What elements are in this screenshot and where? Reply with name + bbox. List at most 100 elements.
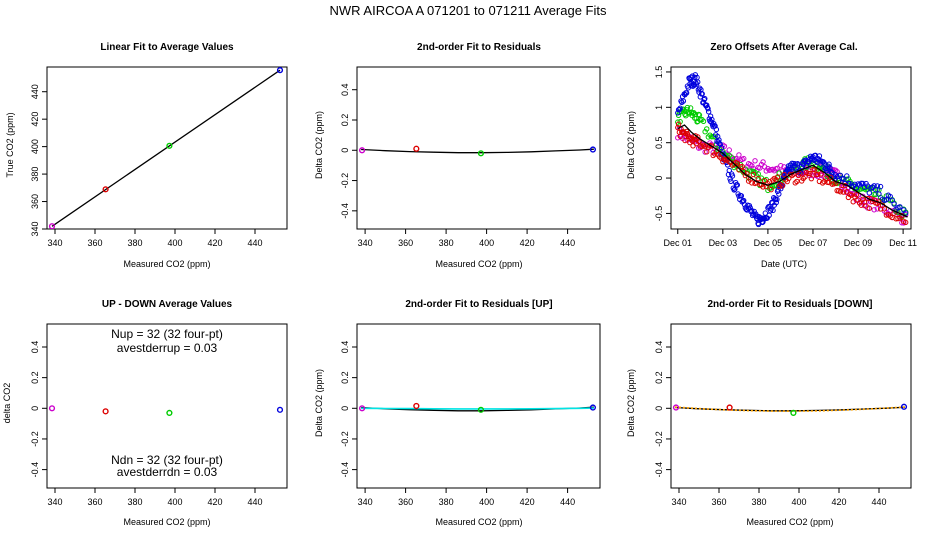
- p5-point-red: [413, 402, 420, 410]
- p3-point-blue: [705, 106, 711, 112]
- p5-ytick-label: -0.2: [340, 431, 350, 447]
- p3-point-green: [707, 132, 713, 138]
- p3-point-blue: [827, 164, 833, 171]
- p3-point-red: [808, 175, 815, 182]
- p1-xtick-label: 340: [47, 238, 62, 248]
- p3-xtick-label: Dec 09: [844, 238, 873, 248]
- p3-point-red: [807, 170, 813, 177]
- p5-xtick-label: 400: [479, 497, 494, 507]
- p4-plot: 340 360 380 400 420 440 -0.4 -0.2 0 0.2 0.4: [30, 323, 288, 507]
- p6-data-area: [672, 403, 908, 416]
- p3-point-blue: [806, 159, 812, 165]
- p3-point-blue: [773, 199, 779, 206]
- p3-point-blue: [774, 196, 780, 203]
- p3-point-purple: [874, 206, 881, 212]
- p1-point-green: [166, 142, 173, 149]
- p4-xlabel: Measured CO2 (ppm): [123, 517, 210, 527]
- p3-point-blue: [734, 182, 741, 188]
- p3-point-red: [739, 163, 745, 170]
- p3-point-red: [774, 174, 781, 180]
- p6-xtick-label: 360: [711, 497, 726, 507]
- p3-series-blue: [675, 72, 909, 228]
- p6-point-blue: [900, 403, 908, 410]
- p2-ytick-label: 0: [340, 148, 350, 153]
- p1-ylabel: True CO2 (ppm): [5, 112, 15, 177]
- p3-point-red: [837, 189, 844, 195]
- p3-point-red: [708, 143, 715, 149]
- p1-frame: [46, 66, 288, 230]
- p3-point-red: [802, 174, 808, 180]
- p3-point-green: [695, 111, 702, 118]
- p3-point-blue: [731, 187, 737, 193]
- p3-point-blue: [714, 133, 721, 140]
- p5-xtick-label: 360: [398, 497, 413, 507]
- p6-ytick-label: 0.4: [654, 341, 664, 354]
- p5-title: 2nd-order Fit to Residuals [UP]: [405, 299, 552, 310]
- p1-point-blue: [276, 67, 284, 74]
- p2-data-area: [358, 145, 597, 157]
- p3-point-red: [811, 166, 818, 173]
- p1-point-purple: [48, 223, 56, 229]
- p3-point-blue: [707, 113, 714, 119]
- p4-xtick-label: 360: [87, 497, 102, 507]
- p5-xtick-label: 440: [560, 497, 575, 507]
- p1-xtick-label: 380: [127, 238, 142, 248]
- p3-point-green: [684, 104, 691, 111]
- p3-point-purple: [774, 165, 781, 171]
- p1-ytick-label: 400: [30, 139, 40, 154]
- p3-point-red: [684, 131, 691, 137]
- p3-point-blue: [847, 180, 853, 187]
- p3-point-red: [779, 183, 786, 189]
- p3-point-purple: [871, 207, 877, 213]
- p3-point-blue: [770, 207, 776, 214]
- p3-point-blue: [762, 210, 769, 216]
- p3-point-green: [704, 126, 710, 132]
- p3-point-blue: [826, 161, 832, 167]
- p3-point-red: [815, 171, 821, 177]
- p4-point-green: [166, 409, 173, 416]
- p1-xtick-label: 420: [207, 238, 222, 248]
- p3-panel: Zero Offsets After Average Cal. Date (UT…: [626, 42, 858, 269]
- p3-frame: [670, 66, 912, 230]
- p5-data-area: [358, 402, 597, 413]
- p3-point-red: [850, 199, 856, 205]
- p6-point-green: [790, 409, 797, 416]
- p3-point-purple: [726, 147, 732, 153]
- p1-ytick-label: 340: [30, 221, 40, 236]
- p5-xtick-label: 380: [439, 497, 454, 507]
- p3-point-blue: [717, 141, 723, 147]
- p6-line-overall-fit: [674, 406, 906, 412]
- p1-xtick-label: 400: [167, 238, 182, 248]
- p1-xtick-label: 440: [247, 238, 262, 248]
- p4-xtick-label: 380: [127, 497, 142, 507]
- p4-xtick-label: 340: [47, 497, 62, 507]
- p4-panel: UP - DOWN Average Values Measured CO2 (p…: [2, 299, 233, 527]
- p3-point-blue: [897, 204, 903, 210]
- p2-xtick-label: 360: [398, 238, 413, 248]
- p6-point-red: [726, 404, 733, 411]
- p5-ytick-label: 0.2: [340, 371, 350, 384]
- p3-point-blue: [876, 191, 882, 197]
- p3-xtick-label: Dec 03: [709, 238, 738, 248]
- p4-xtick-label: 440: [247, 497, 262, 507]
- p3-point-blue: [840, 176, 847, 182]
- p4-point-blue: [276, 406, 284, 413]
- p2-ytick-label: 0.2: [340, 114, 350, 127]
- p3-point-red: [781, 171, 787, 178]
- p3-point-green: [702, 128, 708, 135]
- p3-point-purple: [736, 152, 742, 158]
- p5-xtick-label: 340: [358, 497, 373, 507]
- p4-ylabel: delta CO2: [2, 383, 12, 424]
- p6-xtick-label: 340: [671, 497, 686, 507]
- p3-point-blue: [718, 144, 725, 151]
- p3-point-blue: [699, 91, 705, 97]
- p4-avestderrup-label: avestderrup = 0.03: [117, 341, 218, 355]
- p1-plot: 340 360 380 400 420 440 340 360 380 400 420 440: [30, 66, 288, 248]
- p6-frame: [670, 323, 912, 489]
- p3-point-red: [853, 191, 860, 198]
- p3-point-red: [827, 174, 834, 181]
- p2-xlabel: Measured CO2 (ppm): [435, 259, 522, 269]
- p3-point-red: [840, 189, 847, 195]
- p3-point-red: [881, 206, 888, 212]
- p4-xtick-label: 420: [207, 497, 222, 507]
